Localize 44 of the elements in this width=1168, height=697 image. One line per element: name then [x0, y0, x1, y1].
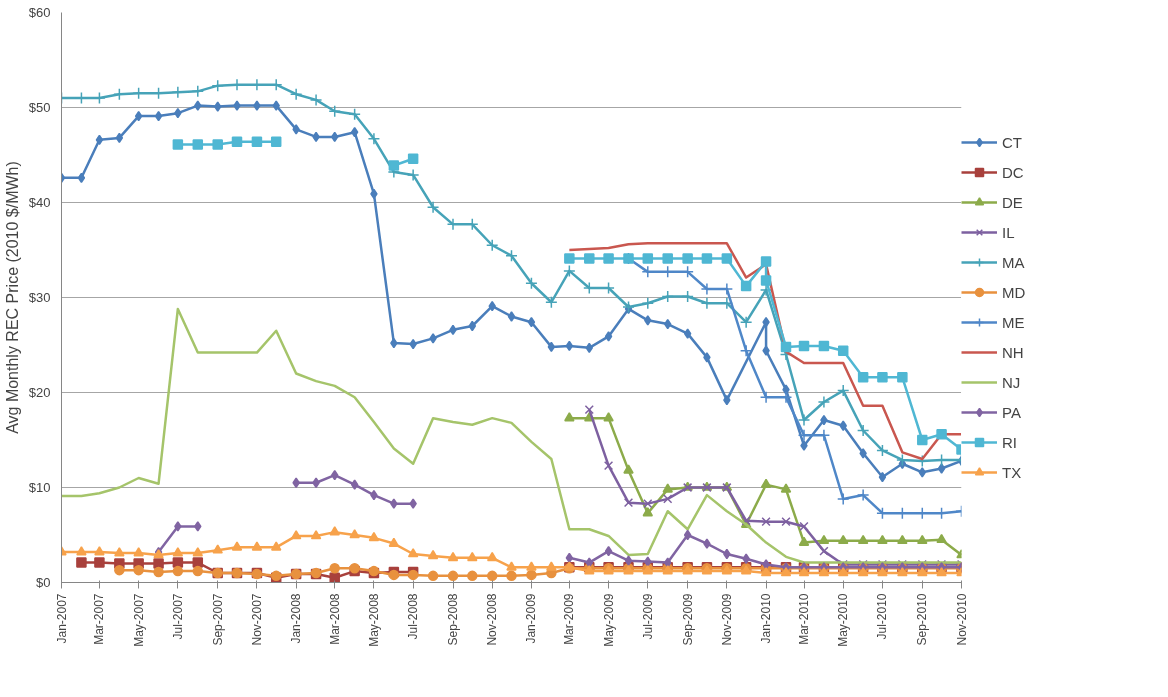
x-tick-label: Nov-2007 [249, 593, 264, 646]
x-tick-label: Nov-2008 [485, 593, 500, 646]
x-tick-label: Nov-2009 [719, 593, 734, 646]
x-tick-label: Jan-2008 [289, 593, 304, 644]
x-tick-label: Jul-2008 [406, 593, 421, 640]
y-tick-label: $50 [28, 100, 51, 115]
legend-label: CT [1002, 133, 1022, 151]
x-tick-label: Jan-2010 [759, 593, 774, 644]
x-tick-label: May-2010 [836, 593, 851, 647]
legend-label: DC [1002, 163, 1024, 181]
y-tick-label: $10 [28, 480, 51, 495]
x-tick-label: Mar-2008 [327, 593, 342, 645]
y-tick-label: $40 [28, 195, 51, 210]
x-tick-label: Sep-2007 [210, 593, 225, 646]
x-tick-label: Jul-2007 [170, 593, 185, 640]
x-tick-label: Sep-2009 [680, 593, 695, 646]
x-tick-label: Jan-2009 [524, 593, 539, 644]
x-tick-label: May-2009 [601, 593, 616, 647]
y-axis-title: Avg Monthly REC Price (2010 $/MWh) [3, 161, 21, 434]
y-tick-label: $30 [28, 290, 51, 305]
x-tick-label: Mar-2009 [562, 593, 577, 645]
legend-label: MD [1002, 283, 1026, 301]
y-tick-label: $20 [28, 385, 51, 400]
x-tick-label: Jul-2009 [640, 593, 655, 640]
x-tick-label: Sep-2010 [915, 593, 930, 646]
x-tick-label: May-2007 [131, 593, 146, 647]
legend-label: MA [1002, 253, 1025, 271]
legend-label: TX [1002, 463, 1022, 481]
x-tick-label: Sep-2008 [446, 593, 460, 646]
x-tick-label: Mar-2007 [92, 593, 107, 645]
legend-label: NJ [1002, 373, 1022, 391]
x-tick-label: May-2008 [366, 593, 381, 647]
y-tick-label: $60 [28, 5, 51, 20]
x-tick-label: Jul-2010 [875, 593, 890, 640]
legend-label: ME [1002, 313, 1025, 331]
legend-label: IL [1002, 223, 1016, 241]
legend-label: RI [1002, 433, 1018, 451]
legend-label: PA [1002, 403, 1022, 421]
y-tick-label: $0 [36, 575, 51, 590]
x-tick-label: Nov-2010 [954, 593, 969, 646]
legend-label: NH [1002, 343, 1024, 361]
legend-label: DE [1002, 193, 1023, 211]
x-tick-label: Jan-2007 [54, 593, 69, 644]
x-tick-label: Mar-2010 [797, 593, 811, 645]
